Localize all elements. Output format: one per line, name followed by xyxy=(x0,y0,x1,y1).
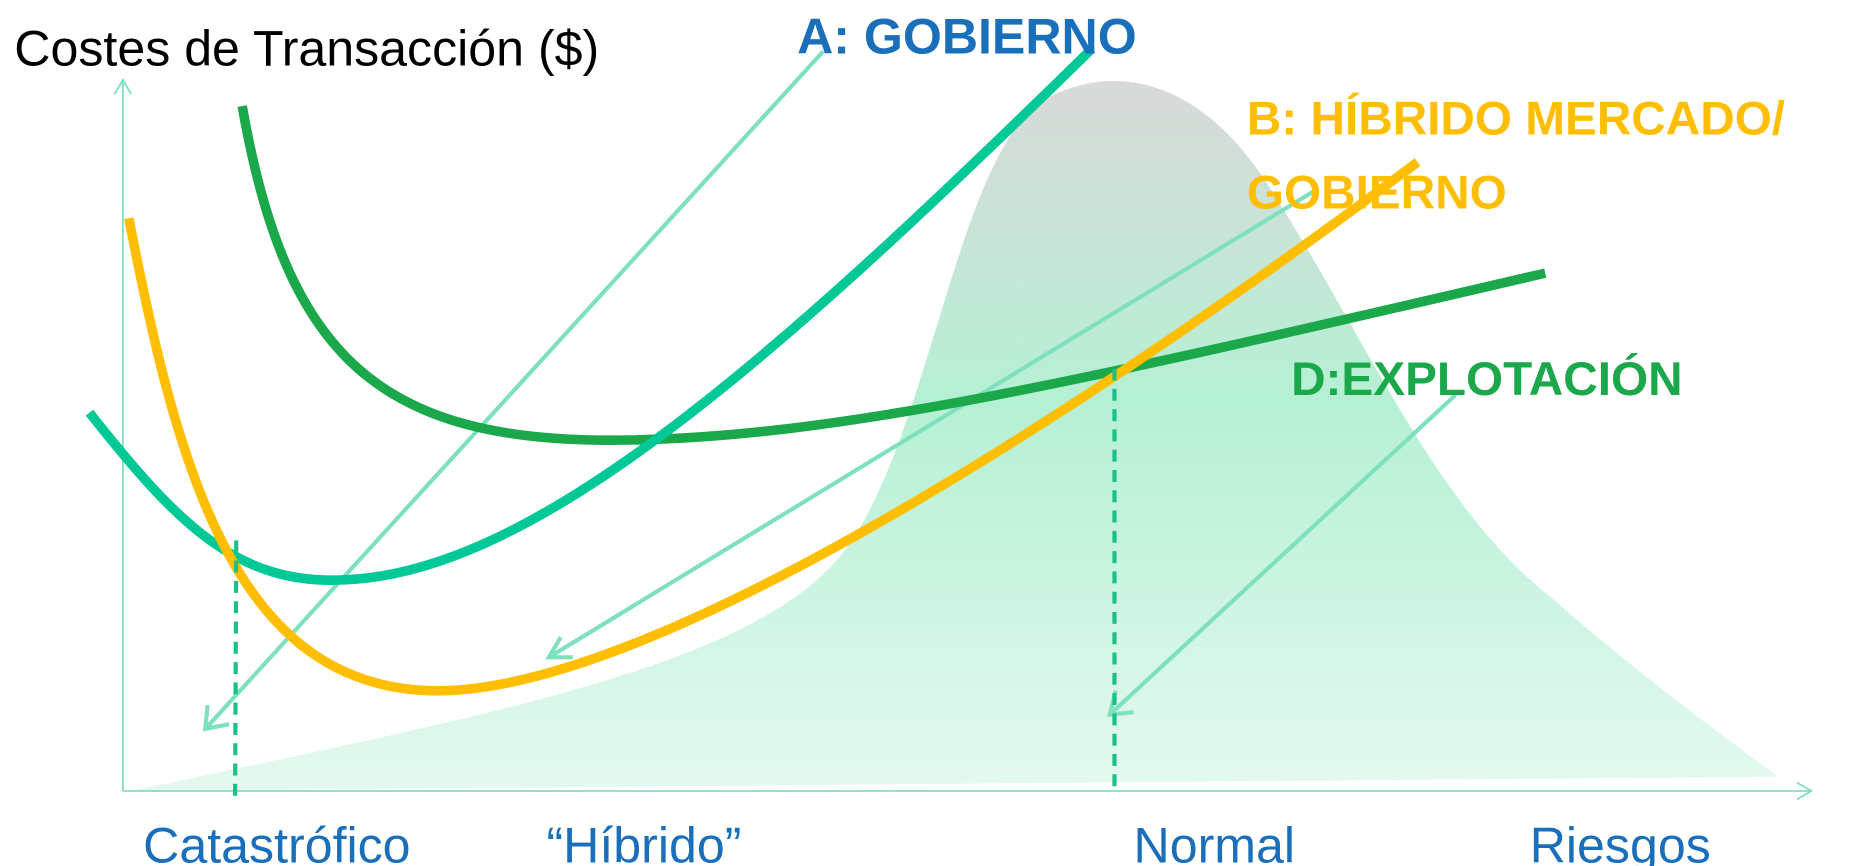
intersections xyxy=(232,368,1117,801)
pointer-arrows xyxy=(202,49,1458,732)
axes xyxy=(113,78,1814,801)
label-b: B: HÍBRIDO MERCADO/ xyxy=(1247,92,1785,146)
label-b: GOBIERNO xyxy=(1247,167,1507,220)
axis-label: Costes de Transacción ($) xyxy=(14,20,599,76)
curves xyxy=(85,45,1547,696)
label-a: A: GOBIERNO xyxy=(797,9,1137,65)
x-labels: Catastrófico “Híbrido” Normal Riesgos xyxy=(143,818,1711,866)
x-label: Riesgos xyxy=(1530,818,1711,866)
curve-a xyxy=(85,45,1096,585)
distribution xyxy=(131,81,1778,791)
x-label: Normal xyxy=(1134,818,1295,866)
x-label: “Híbrido” xyxy=(547,818,742,866)
x-label: Catastrófico xyxy=(143,818,410,866)
curve-b xyxy=(124,158,1421,696)
label-d: D:EXPLOTACIÓN xyxy=(1291,351,1682,406)
